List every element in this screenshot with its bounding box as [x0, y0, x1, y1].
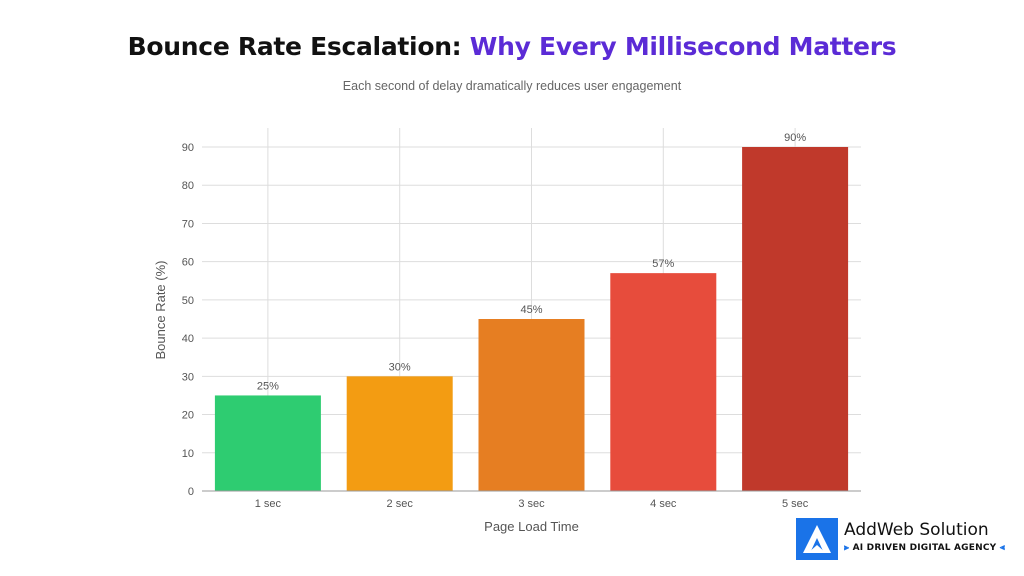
logo-name: AddWeb Solution [844, 520, 989, 540]
bar [478, 319, 585, 491]
bar [742, 147, 849, 491]
y-tick-label: 70 [182, 218, 194, 230]
y-tick-label: 10 [182, 448, 194, 460]
bar-data-label: 30% [389, 361, 411, 373]
chart-title-part1: Bounce Rate Escalation: [127, 32, 462, 61]
y-tick-label: 20 [182, 410, 194, 422]
y-tick-label: 90 [182, 142, 194, 154]
bar-data-label: 25% [257, 380, 279, 392]
logo-tagline-text: AI DRIVEN DIGITAL AGENCY [852, 543, 997, 553]
bar-data-label: 45% [520, 304, 542, 316]
chart-title: Bounce Rate Escalation: Why Every Millis… [0, 32, 1024, 61]
wing-right-icon: ⫷ [996, 543, 1005, 553]
y-tick-label: 60 [182, 257, 194, 269]
bar [214, 395, 321, 491]
logo-tagline: ⫸ AI DRIVEN DIGITAL AGENCY ⫷ [844, 543, 1005, 553]
x-tick-label: 1 sec [255, 498, 282, 510]
bar-data-label: 57% [652, 258, 674, 270]
y-tick-label: 30 [182, 371, 194, 383]
x-tick-label: 4 sec [650, 498, 677, 510]
wing-left-icon: ⫸ [844, 543, 853, 553]
y-tick-label: 0 [188, 486, 194, 498]
x-tick-label: 2 sec [387, 498, 414, 510]
company-logo: AddWeb Solution ⫸ AI DRIVEN DIGITAL AGEN… [796, 517, 1016, 561]
y-tick-label: 80 [182, 180, 194, 192]
bar-data-label: 90% [784, 132, 806, 144]
chart-subtitle: Each second of delay dramatically reduce… [342, 79, 682, 93]
x-tick-label: 5 sec [782, 498, 809, 510]
y-tick-label: 50 [182, 295, 194, 307]
bar [346, 376, 453, 491]
y-tick-label: 40 [182, 333, 194, 345]
chart-title-part2: Why Every Millisecond Matters [469, 32, 897, 61]
bar [610, 273, 717, 491]
addweb-a-logo-icon [796, 518, 838, 560]
x-tick-label: 3 sec [518, 498, 545, 510]
x-axis-title: Page Load Time [484, 519, 579, 534]
y-axis-title: Bounce Rate (%) [153, 261, 168, 360]
